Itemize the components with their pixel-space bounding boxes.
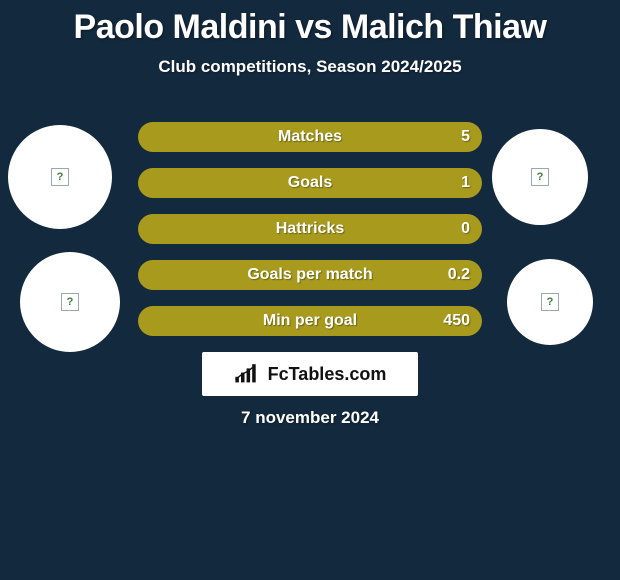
stat-label: Matches <box>138 122 482 152</box>
stat-label: Min per goal <box>138 306 482 336</box>
stat-bar: Matches 5 <box>138 122 482 152</box>
page-subtitle: Club competitions, Season 2024/2025 <box>0 57 620 77</box>
bar-chart-icon <box>234 364 262 384</box>
branding-badge: FcTables.com <box>202 352 418 396</box>
placeholder-image-icon: ? <box>51 168 69 186</box>
placeholder-image-icon: ? <box>541 293 559 311</box>
player2-club-avatar: ? <box>492 129 588 225</box>
player2-avatar: ? <box>507 259 593 345</box>
placeholder-image-icon: ? <box>61 293 79 311</box>
stat-bar: Goals per match 0.2 <box>138 260 482 290</box>
stat-value: 5 <box>461 122 470 152</box>
page-title: Paolo Maldini vs Malich Thiaw <box>0 0 620 47</box>
stat-value: 450 <box>443 306 470 336</box>
stat-value: 0 <box>461 214 470 244</box>
player1-avatar: ? <box>20 252 120 352</box>
player1-club-avatar: ? <box>8 125 112 229</box>
stat-bar: Hattricks 0 <box>138 214 482 244</box>
stat-label: Hattricks <box>138 214 482 244</box>
placeholder-image-icon: ? <box>531 168 549 186</box>
stat-label: Goals <box>138 168 482 198</box>
stat-label: Goals per match <box>138 260 482 290</box>
branding-text: FcTables.com <box>268 364 387 385</box>
stat-bar: Min per goal 450 <box>138 306 482 336</box>
stat-value: 1 <box>461 168 470 198</box>
stats-bar-group: Matches 5 Goals 1 Hattricks 0 Goals per … <box>138 122 482 352</box>
footer-date: 7 november 2024 <box>0 408 620 428</box>
stat-value: 0.2 <box>448 260 470 290</box>
stat-bar: Goals 1 <box>138 168 482 198</box>
